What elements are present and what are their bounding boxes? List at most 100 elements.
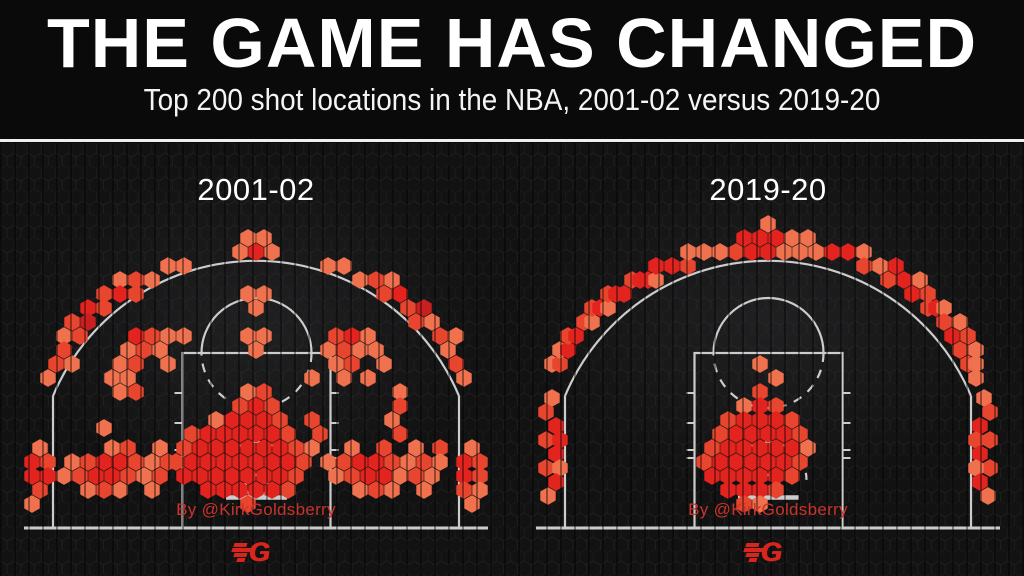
shot-hexagon <box>736 467 752 485</box>
shot-hexagon <box>736 495 752 513</box>
shot-hexagon <box>368 341 384 359</box>
shot-hexagon <box>176 439 192 457</box>
shot-hexagon <box>784 229 800 247</box>
shot-hexagon <box>336 369 352 387</box>
shot-hexagon <box>952 313 968 331</box>
shot-hexagon <box>264 243 280 261</box>
shot-hexagon <box>144 453 160 471</box>
shot-hexagon <box>784 439 800 457</box>
shot-hexagon <box>696 243 712 261</box>
shot-hexagon <box>384 271 400 289</box>
shot-hexagon <box>904 285 920 303</box>
shot-hexagon <box>128 453 144 471</box>
shot-hexagon <box>112 355 128 373</box>
shot-hexagon <box>982 403 998 421</box>
shot-hexagon <box>552 355 568 373</box>
shot-hexagon <box>880 271 896 289</box>
logo-speed-stripe <box>233 553 248 557</box>
shot-hexagon <box>136 341 152 359</box>
shot-hexagon <box>128 383 144 401</box>
shot-hexagon <box>980 487 996 505</box>
shot-hexagon <box>472 453 488 471</box>
shot-hexagon <box>200 425 216 443</box>
shot-hexagon <box>368 481 384 499</box>
shot-hexagon <box>248 341 264 359</box>
shot-hexagon <box>752 397 768 415</box>
shot-hexagon <box>760 425 776 443</box>
logo-speed-stripe <box>745 543 760 547</box>
shot-hexagon <box>312 425 328 443</box>
shot-hexagon <box>936 313 952 331</box>
shot-hexagon <box>448 327 464 345</box>
shot-hexagon <box>152 341 168 359</box>
shot-hexagon <box>752 439 768 457</box>
shot-hexagon <box>792 243 808 261</box>
shot-hexagon <box>224 439 240 457</box>
shot-hexagon <box>104 467 120 485</box>
page-title: THE GAME HAS CHANGED <box>46 4 978 82</box>
shot-hexagon <box>548 473 564 491</box>
shot-hexagon <box>968 431 984 449</box>
shot-hexagon <box>538 403 554 421</box>
shot-hexagon <box>328 355 344 373</box>
shot-hexagon <box>472 467 488 485</box>
shot-hexagon <box>288 439 304 457</box>
shot-hexagon <box>224 411 240 429</box>
shot-hexagon <box>712 453 728 471</box>
shot-hexagon <box>328 467 344 485</box>
shot-hexagon <box>720 439 736 457</box>
shot-hexagon <box>456 481 472 499</box>
shot-hexagon <box>440 341 456 359</box>
shot-hexagon <box>856 243 872 261</box>
shot-hexagon <box>384 453 400 471</box>
shot-hexagon <box>288 467 304 485</box>
shot-hexagon <box>56 327 72 345</box>
shot-hexagon <box>432 327 448 345</box>
goldsberry-logo: G <box>743 537 790 569</box>
shot-hexagon <box>256 285 272 303</box>
shot-hexagon <box>184 453 200 471</box>
shot-hexagon <box>160 257 176 275</box>
shot-hexagon <box>464 439 480 457</box>
shot-hexagon <box>768 369 784 387</box>
shot-hexagon <box>248 299 264 317</box>
hexes-2019-20 <box>538 215 998 513</box>
shot-hexagon <box>712 425 728 443</box>
shot-hexagon <box>728 425 744 443</box>
shot-hexagon <box>256 327 272 345</box>
logo-speed-stripe <box>745 553 760 557</box>
shot-hexagon <box>456 467 472 485</box>
shot-hexagon <box>144 271 160 289</box>
shot-hexagon <box>368 453 384 471</box>
shot-hexagon <box>256 411 272 429</box>
shot-hexagon <box>968 341 984 359</box>
shot-hexagon <box>280 481 296 499</box>
shot-hexagon <box>352 453 368 471</box>
shot-hexagon <box>248 481 264 499</box>
shot-hexagon <box>768 229 784 247</box>
shot-hexagon <box>104 369 120 387</box>
page-subtitle: Top 200 shot locations in the NBA, 2001-… <box>143 82 881 117</box>
shot-hexagon <box>264 453 280 471</box>
shot-hexagon <box>538 431 554 449</box>
shot-hexagon <box>768 481 784 499</box>
shot-hexagon <box>752 355 768 373</box>
shot-hexagon <box>752 229 768 247</box>
shot-hexagon <box>112 383 128 401</box>
shot-hexagon <box>344 327 360 345</box>
shot-hexagon <box>800 229 816 247</box>
shot-hexagon <box>96 285 112 303</box>
shot-hexagon <box>776 453 792 471</box>
shot-hexagon <box>548 417 564 435</box>
shot-hexagon <box>128 285 144 303</box>
shot-hexagon <box>600 299 616 317</box>
shot-hexagon <box>152 439 168 457</box>
shot-hexagon <box>112 481 128 499</box>
shot-hexagon <box>432 453 448 471</box>
shot-hexagon <box>408 439 424 457</box>
shot-hexagon <box>896 271 912 289</box>
shot-hexagon <box>200 481 216 499</box>
shot-hexagon <box>408 467 424 485</box>
shot-hexagon <box>728 243 744 261</box>
shot-hexagon <box>392 383 408 401</box>
